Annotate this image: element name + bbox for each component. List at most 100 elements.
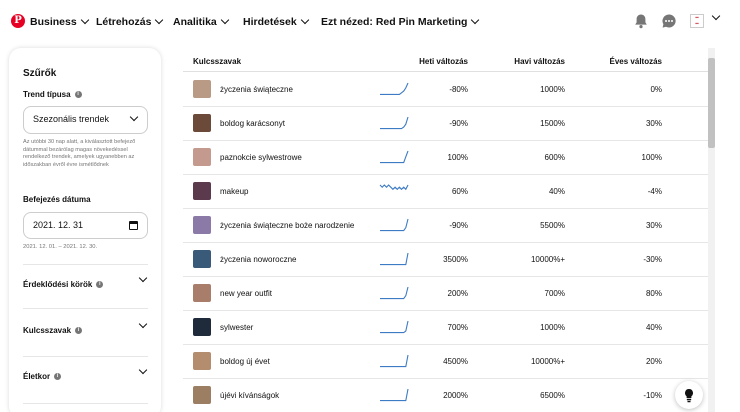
monthly-change: 700% <box>544 289 565 298</box>
filters-title: Szűrők <box>23 68 57 79</box>
divider <box>23 403 148 404</box>
monthly-change: 10000%+ <box>530 357 565 366</box>
weekly-change: 4500% <box>443 357 468 366</box>
keywords-filter-label: Kulcsszavak <box>23 325 72 335</box>
sparkline-line <box>380 252 409 266</box>
table-row[interactable]: újévi kívánságok 2000% 6500% -10% <box>183 379 708 412</box>
weekly-change: 100% <box>447 153 468 162</box>
trend-type-select[interactable]: Szezonális trendek <box>23 106 148 134</box>
keywords-accordion[interactable]: Kulcsszavak i <box>23 319 148 338</box>
keyword-thumbnail <box>193 318 211 336</box>
table-row[interactable]: życzenia świąteczne -80% 1000% 0% <box>183 73 708 107</box>
monthly-change: 1000% <box>540 323 565 332</box>
table-row[interactable]: makeup 60% 40% -4% <box>183 175 708 209</box>
interests-label: Érdeklődési körök <box>23 279 93 289</box>
monthly-change: 1500% <box>540 119 565 128</box>
interests-accordion[interactable]: Érdeklődési körök i <box>23 273 148 292</box>
table-row[interactable]: życzenia świąteczne boże narodzenie -90% 5… <box>183 209 708 243</box>
keyword-thumbnail <box>193 148 211 166</box>
bell-icon[interactable] <box>633 13 649 29</box>
lightbulb-icon <box>685 389 693 403</box>
trend-sparkline <box>380 116 409 130</box>
monthly-change: 10000%+ <box>530 255 565 264</box>
nav-create-menu[interactable]: Létrehozás <box>96 15 164 28</box>
date-range-text: 2021. 12. 01. – 2021. 12. 30. <box>23 244 98 250</box>
keyword-text[interactable]: new year outfit <box>220 289 273 298</box>
table-row[interactable]: życzenia noworoczne 3500% 10000%+ -30% <box>183 243 708 277</box>
keyword-text[interactable]: makeup <box>220 187 249 196</box>
keyword-text[interactable]: újévi kívánságok <box>220 391 280 400</box>
nav-create-label: Létrehozás <box>96 16 152 28</box>
trend-sparkline <box>380 286 409 300</box>
keyword-thumbnail <box>193 386 211 404</box>
table-row[interactable]: paznokcie sylwestrowe 100% 600% 100% <box>183 141 708 175</box>
chevron-down-icon <box>138 365 148 375</box>
divider <box>23 356 148 357</box>
trend-sparkline <box>380 388 409 402</box>
sparkline-line <box>380 218 409 232</box>
info-icon[interactable]: i <box>54 372 62 380</box>
keyword-text[interactable]: boldog karácsonyt <box>220 119 285 128</box>
chevron-down-icon <box>138 273 148 283</box>
keyword-thumbnail <box>193 182 211 200</box>
keyword-text[interactable]: boldog új évet <box>220 357 270 366</box>
monthly-change: 40% <box>548 187 565 196</box>
yearly-change: -10% <box>643 391 662 400</box>
divider <box>23 264 148 265</box>
keyword-text[interactable]: życzenia noworoczne <box>220 255 297 264</box>
chevron-down-icon <box>129 112 139 122</box>
column-header-monthly[interactable]: Havi változás <box>514 57 565 66</box>
account-avatar[interactable]: ▪▪ ▪▪ <box>690 14 704 28</box>
calendar-icon[interactable] <box>129 221 138 230</box>
table-row[interactable]: boldog karácsonyt -90% 1500% 30% <box>183 107 708 141</box>
nav-view-as-menu[interactable]: Ezt nézed: Red Pin Marketing <box>321 15 480 28</box>
yearly-change: 40% <box>645 323 662 332</box>
column-header-weekly[interactable]: Heti változás <box>419 57 468 66</box>
trend-sparkline <box>380 82 409 95</box>
column-header-yearly[interactable]: Éves változás <box>609 57 662 66</box>
table-row[interactable]: new year outfit 200% 700% 80% <box>183 277 708 311</box>
age-accordion[interactable]: Életkor i <box>23 365 148 384</box>
table-row[interactable]: boldog új évet 4500% 10000%+ 20% <box>183 345 708 379</box>
divider <box>23 308 148 309</box>
yearly-change: 80% <box>645 289 662 298</box>
account-chevron-down-icon[interactable] <box>711 11 721 21</box>
yearly-change: 0% <box>650 85 662 94</box>
keyword-thumbnail <box>193 80 211 98</box>
filters-panel: Szűrők Trend típusa i Szezonális trendek… <box>9 48 161 412</box>
yearly-change: -4% <box>647 187 662 196</box>
yearly-change: 30% <box>645 119 662 128</box>
chevron-down-icon <box>155 15 164 25</box>
table-row[interactable]: sylwester 700% 1000% 40% <box>183 311 708 345</box>
nav-analytics-menu[interactable]: Analitika <box>173 15 230 28</box>
info-icon[interactable]: i <box>74 91 82 98</box>
nav-ads-menu[interactable]: Hirdetések <box>243 15 309 28</box>
column-header-keywords[interactable]: Kulcsszavak <box>193 57 242 66</box>
sparkline-line <box>380 320 409 334</box>
keyword-text[interactable]: sylwester <box>220 323 254 332</box>
keyword-thumbnail <box>193 352 211 370</box>
sparkline-line <box>380 286 409 300</box>
monthly-change: 1000% <box>540 85 565 94</box>
weekly-change: -90% <box>449 119 468 128</box>
info-icon[interactable]: i <box>75 326 83 334</box>
scrollbar-thumb[interactable] <box>708 58 715 148</box>
messages-icon[interactable] <box>661 13 677 29</box>
sparkline-line <box>380 116 409 130</box>
weekly-change: -80% <box>449 85 468 94</box>
scrollbar-track[interactable] <box>708 48 715 412</box>
nav-business-menu[interactable]: Business <box>30 15 89 28</box>
keyword-text[interactable]: życzenia świąteczne <box>220 85 293 94</box>
keyword-text[interactable]: życzenia świąteczne boże narodzenie <box>220 221 355 230</box>
help-button[interactable] <box>675 381 703 409</box>
nav-view-as-label: Ezt nézed: Red Pin Marketing <box>321 16 468 28</box>
yearly-change: 20% <box>645 357 662 366</box>
info-icon[interactable]: i <box>96 280 104 288</box>
monthly-change: 600% <box>544 153 565 162</box>
keyword-text[interactable]: paznokcie sylwestrowe <box>220 153 302 162</box>
pinterest-logo[interactable]: P <box>11 14 25 28</box>
weekly-change: 700% <box>447 323 468 332</box>
nav-business-label: Business <box>30 16 77 28</box>
keyword-thumbnail <box>193 284 211 302</box>
end-date-field[interactable]: 2021. 12. 31 <box>23 212 148 239</box>
